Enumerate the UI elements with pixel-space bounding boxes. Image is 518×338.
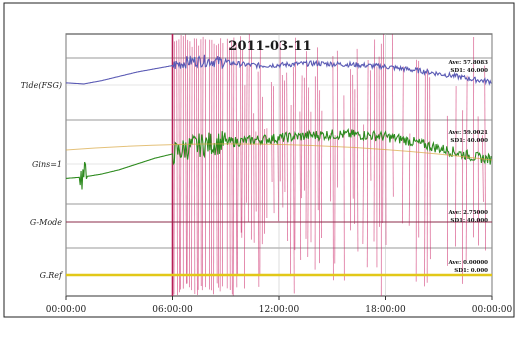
chart-title: 2011-03-11: [228, 39, 311, 54]
spike-line: [482, 135, 484, 202]
spike-line: [273, 86, 275, 214]
spike-line: [455, 86, 457, 247]
spike-line: [402, 66, 404, 224]
spike-line: [186, 39, 189, 284]
spike-line: [246, 65, 248, 203]
x-tick-label: 18:00:00: [365, 305, 406, 315]
spike-overlay: [171, 34, 486, 296]
spike-line: [248, 34, 250, 223]
spike-line: [237, 121, 239, 277]
spike-line: [366, 59, 369, 268]
spike-line: [321, 110, 323, 238]
spike-line: [317, 47, 319, 211]
series-label: G-Mode: [30, 218, 62, 227]
spike-line: [429, 77, 431, 260]
series-stats-line: Ave: 0.00000: [447, 260, 488, 266]
spike-line: [176, 40, 178, 295]
x-tick-label: 12:00:00: [259, 305, 300, 315]
spike-line: [408, 133, 411, 226]
series-stats-line: SD1: 40.000: [450, 138, 488, 144]
series-line-gins-1: [65, 127, 492, 190]
series-group: [65, 54, 493, 277]
spike-line: [240, 36, 242, 233]
spike-line: [277, 137, 279, 222]
spike-line: [465, 75, 468, 263]
series-stats-line: Ave: 57.8083: [447, 60, 488, 66]
spike-line: [270, 82, 273, 182]
spike-line: [229, 46, 231, 291]
spike-line: [286, 72, 289, 241]
x-tick-label: 00:00:00: [472, 305, 513, 315]
spike-line: [373, 39, 376, 242]
spike-line: [362, 124, 365, 244]
spike-line: [382, 34, 384, 223]
series-line-tide-fsg-: [65, 54, 492, 86]
spike-line: [180, 35, 182, 290]
spike-line: [215, 45, 218, 284]
label-group: Tide(FSG) Ave: 57.8083 SD1: 40.000 Gins=1 Av…: [21, 60, 513, 315]
series-stats-line: Ave: 59.0021: [447, 130, 488, 136]
spike-line: [292, 66, 295, 294]
spike-line: [185, 34, 187, 284]
spike-line: [424, 70, 426, 287]
trend-overlay-line: [65, 143, 493, 161]
spike-line: [356, 48, 359, 252]
series-label: Tide(FSG): [21, 81, 62, 90]
spike-line: [197, 45, 200, 290]
series-label: Gins=1: [32, 160, 62, 169]
spike-line: [307, 87, 310, 258]
spike-line: [231, 40, 233, 295]
series-stats-line: Ave: 2.75000: [447, 210, 488, 216]
spike-line: [290, 104, 292, 277]
x-tick-label: 06:00:00: [152, 305, 193, 315]
spike-line: [196, 38, 198, 295]
spike-line: [257, 71, 260, 287]
spike-line: [173, 41, 175, 295]
spike-line: [391, 34, 394, 197]
series-stats-line: SD1: 0.000: [454, 268, 488, 274]
series-stats-line: SD1: 40.000: [450, 218, 488, 224]
spike-line: [294, 37, 296, 251]
spike-line: [281, 75, 284, 208]
spike-line: [232, 37, 235, 296]
spike-line: [219, 38, 222, 292]
series-stats-line: SD1: 40.000: [450, 68, 488, 74]
x-tick-label: 00:00:00: [46, 305, 87, 315]
series-label: G.Ref: [40, 271, 64, 280]
spike-line: [369, 70, 372, 181]
spike-line: [235, 43, 238, 288]
spike-line: [191, 46, 193, 291]
spike-line: [201, 36, 204, 291]
spike-line: [193, 38, 196, 294]
spike-line: [299, 111, 302, 260]
spike-line: [178, 39, 180, 293]
